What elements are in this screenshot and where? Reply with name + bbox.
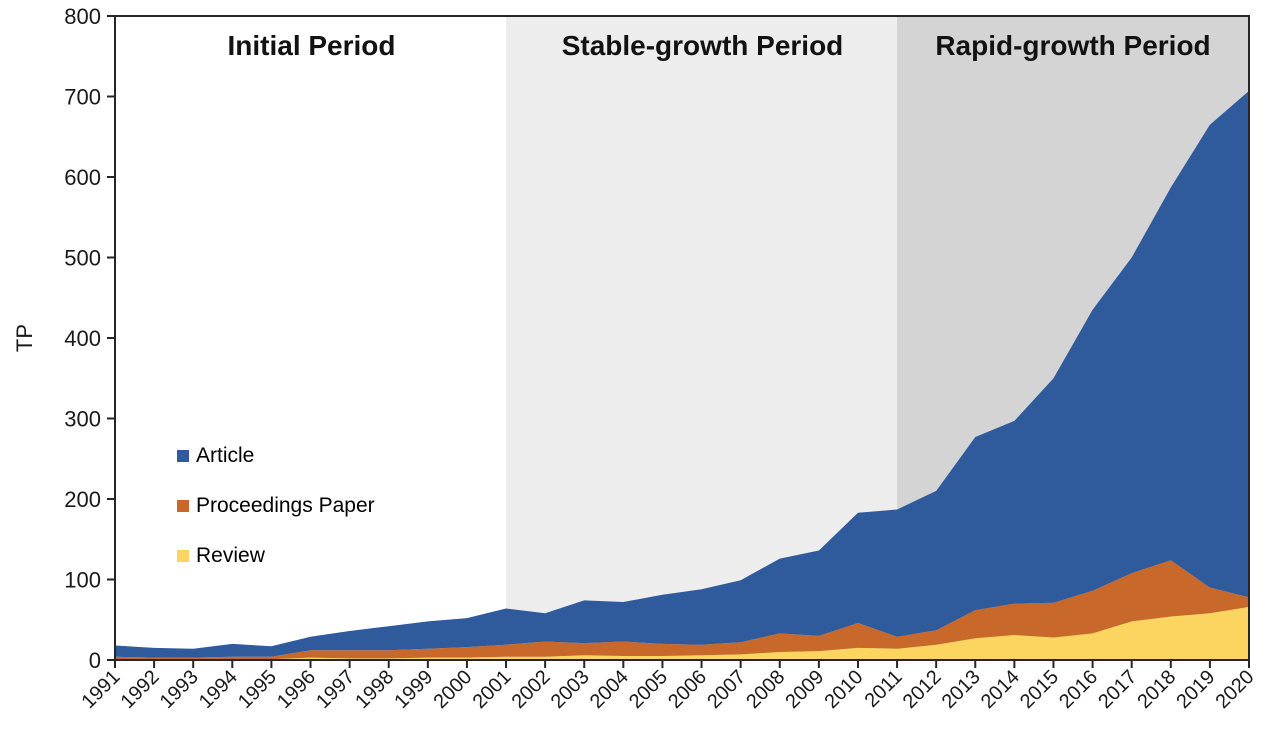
x-tick-label: 2001 <box>469 666 516 713</box>
legend-label-proceedings-paper: Proceedings Paper <box>196 494 375 517</box>
x-tick-label: 2017 <box>1094 666 1141 713</box>
legend-item-article: Article <box>177 444 375 467</box>
x-tick-label: 1995 <box>234 666 281 713</box>
x-tick-label: 1998 <box>351 666 398 713</box>
x-tick-label: 2011 <box>861 666 907 712</box>
y-tick-label: 200 <box>64 487 101 512</box>
legend-swatch-proceedings-icon <box>177 500 189 512</box>
x-tick-label: 1997 <box>312 666 359 713</box>
y-tick-label: 300 <box>64 407 101 432</box>
x-tick-label: 2015 <box>1016 666 1063 713</box>
x-tick-label: 1992 <box>117 666 164 713</box>
y-tick-label: 700 <box>64 85 101 110</box>
x-tick-label: 1991 <box>78 666 125 713</box>
area-series-article <box>115 90 1249 658</box>
x-tick-label: 2020 <box>1212 666 1259 713</box>
y-tick-label: 500 <box>64 246 101 271</box>
x-tick-label: 1993 <box>156 666 203 713</box>
area-series-proceedings-paper <box>115 560 1249 660</box>
legend-swatch-article-icon <box>177 450 189 462</box>
x-tick-label: 2008 <box>742 666 789 713</box>
x-tick-label: 2012 <box>899 666 946 713</box>
y-tick-label: 800 <box>64 4 101 29</box>
x-tick-label: 1996 <box>273 666 320 713</box>
x-tick-label: 2009 <box>781 666 828 713</box>
area-series-review <box>115 606 1249 660</box>
legend-item-review: Review <box>177 544 375 567</box>
x-tick-label: 2013 <box>938 666 985 713</box>
x-tick-label: 2003 <box>547 666 594 713</box>
y-tick-label: 600 <box>64 165 101 190</box>
x-tick-label: 2000 <box>429 666 476 713</box>
x-tick-label: 2007 <box>703 666 750 713</box>
legend-swatch-review-icon <box>177 550 189 562</box>
period-label-stable-growth: Stable-growth Period <box>561 30 844 61</box>
x-tick-label: 1999 <box>390 666 437 713</box>
x-tick-label: 2002 <box>508 666 555 713</box>
x-tick-label: 2004 <box>586 666 633 713</box>
legend-label-article: Article <box>196 444 255 467</box>
period-label-initial: Initial Period <box>227 30 396 61</box>
x-tick-label: 2019 <box>1172 666 1219 713</box>
y-tick-label: 400 <box>64 326 101 351</box>
y-tick-label: 0 <box>89 648 101 673</box>
period-label-rapid-growth: Rapid-growth Period <box>935 30 1211 61</box>
legend-item-proceedings-paper: Proceedings Paper <box>177 494 375 517</box>
x-tick-label: 1994 <box>195 666 242 713</box>
x-tick-label: 2014 <box>977 666 1024 713</box>
legend-label-review: Review <box>196 544 265 567</box>
x-tick-label: 2006 <box>664 666 711 713</box>
y-axis-title: TP <box>12 324 37 352</box>
x-tick-label: 2010 <box>820 666 867 713</box>
chart-legend: Article Proceedings Paper Review <box>177 444 375 599</box>
x-tick-label: 2018 <box>1133 666 1180 713</box>
y-tick-label: 100 <box>64 568 101 593</box>
x-tick-label: 2016 <box>1055 666 1102 713</box>
x-tick-label: 2005 <box>625 666 672 713</box>
